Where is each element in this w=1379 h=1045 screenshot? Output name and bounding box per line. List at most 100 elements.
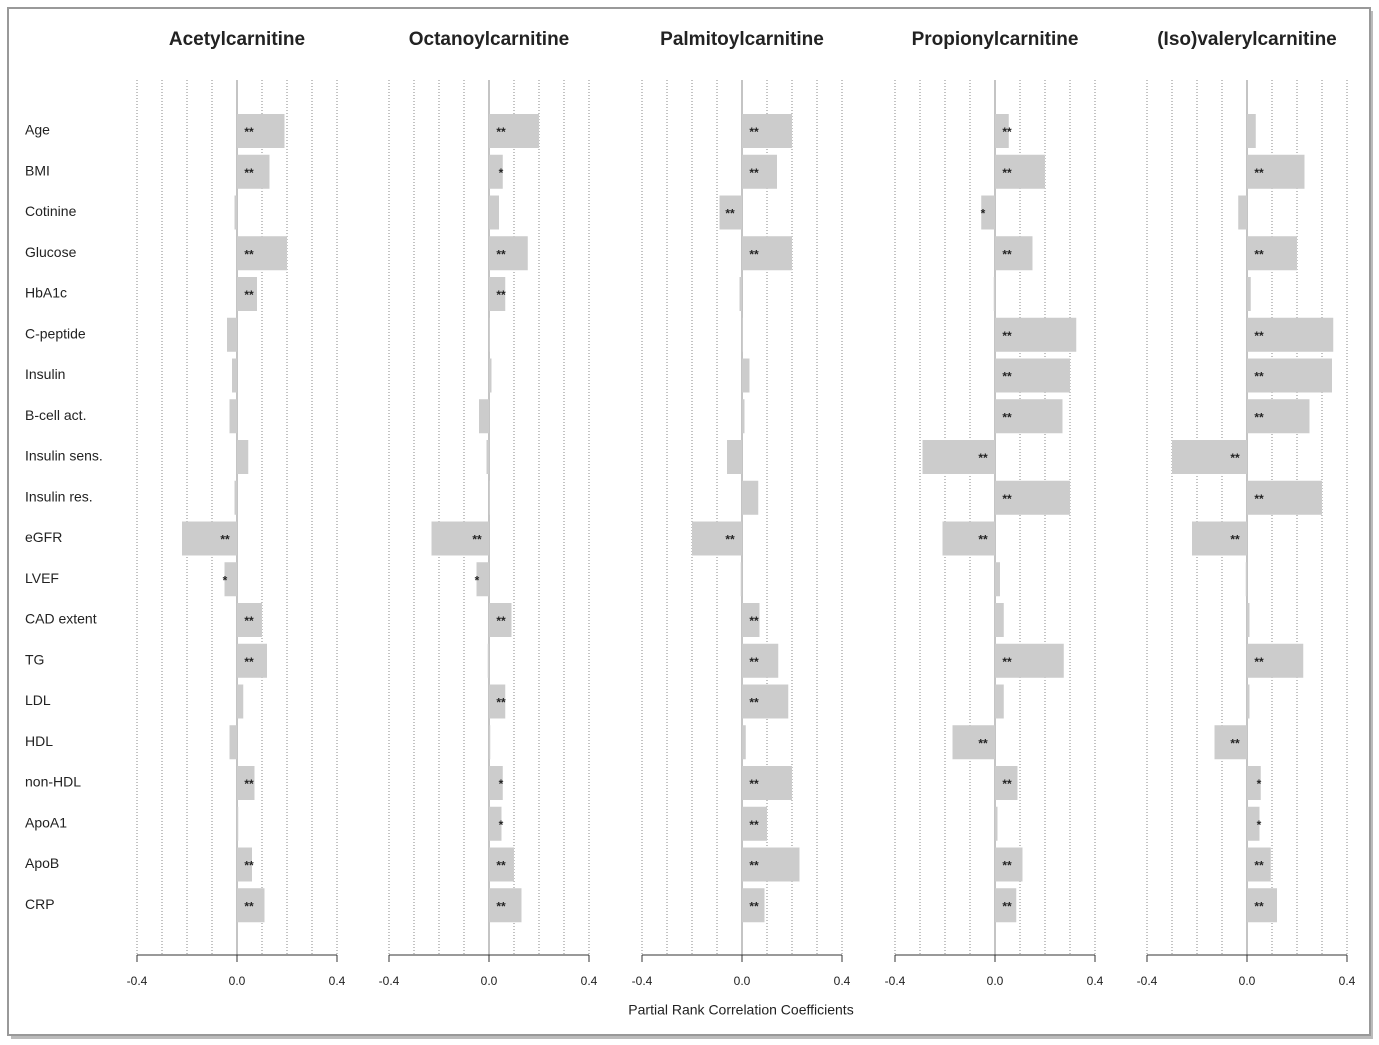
bar <box>1247 317 1334 352</box>
bar <box>237 440 249 474</box>
bar <box>489 358 492 393</box>
x-tick-label: -0.4 <box>379 974 400 988</box>
significance-label: ** <box>978 533 988 547</box>
bar <box>742 847 800 882</box>
bar <box>995 766 1018 800</box>
significance-label: ** <box>472 533 482 547</box>
x-tick-label: 0.4 <box>329 974 346 988</box>
x-tick-label: 0.0 <box>229 974 246 988</box>
bar <box>742 358 750 393</box>
panel-title: Palmitoylcarnitine <box>660 29 824 50</box>
significance-label: ** <box>749 777 759 791</box>
bar <box>742 236 792 271</box>
bar <box>489 847 514 882</box>
panel-title: Octanoylcarnitine <box>409 29 570 50</box>
bar <box>431 521 489 556</box>
bar <box>995 847 1023 882</box>
significance-label: ** <box>244 125 254 139</box>
panel-title: Propionylcarnitine <box>912 29 1079 50</box>
bar <box>1247 847 1271 882</box>
x-tick-label: -0.4 <box>1137 974 1158 988</box>
bar <box>237 236 287 271</box>
significance-label: ** <box>749 818 759 832</box>
bar <box>489 806 502 841</box>
bar <box>237 643 267 678</box>
significance-label: ** <box>496 614 506 628</box>
significance-label: ** <box>496 696 506 710</box>
x-tick-label: 0.0 <box>1239 974 1256 988</box>
bar <box>1247 684 1250 719</box>
bar <box>1247 114 1256 148</box>
bar <box>476 562 489 597</box>
bar <box>1247 480 1322 515</box>
bar <box>479 399 489 434</box>
significance-label: ** <box>1254 166 1264 180</box>
significance-label: * <box>223 573 228 587</box>
bar <box>942 521 995 556</box>
bar <box>719 195 742 230</box>
bar <box>995 399 1063 434</box>
bar <box>489 277 506 311</box>
bar <box>742 643 779 678</box>
significance-label: ** <box>244 288 254 302</box>
bar <box>1247 236 1297 271</box>
bar <box>487 643 489 678</box>
significance-label: ** <box>749 166 759 180</box>
bar <box>224 562 237 597</box>
bar <box>727 440 742 474</box>
bar <box>995 643 1064 678</box>
bar <box>993 277 995 311</box>
x-tick-label: -0.4 <box>127 974 148 988</box>
significance-label: * <box>981 207 986 221</box>
row-label: C-peptide <box>25 325 86 341</box>
bar <box>486 440 489 474</box>
x-axis-label: Partial Rank Correlation Coefficients <box>628 1002 853 1018</box>
bar <box>1245 562 1247 597</box>
row-label: Insulin <box>25 366 65 382</box>
significance-label: ** <box>1002 410 1012 424</box>
significance-label: * <box>499 777 504 791</box>
bar <box>1192 521 1247 556</box>
bar <box>182 521 237 556</box>
significance-label: ** <box>1002 492 1012 506</box>
significance-label: ** <box>1254 655 1264 669</box>
row-label: Age <box>25 122 50 138</box>
bar <box>1247 766 1261 800</box>
bar <box>1247 154 1305 189</box>
significance-label: ** <box>1254 410 1264 424</box>
bar <box>489 603 512 637</box>
significance-label: ** <box>1002 899 1012 913</box>
bar <box>742 154 777 189</box>
significance-label: ** <box>749 125 759 139</box>
significance-label: ** <box>1254 899 1264 913</box>
significance-label: ** <box>244 166 254 180</box>
bar <box>995 154 1045 189</box>
significance-label: ** <box>725 207 735 221</box>
bar <box>489 480 490 515</box>
significance-label: ** <box>496 247 506 261</box>
row-label: LVEF <box>25 570 59 586</box>
bar <box>952 725 995 760</box>
significance-label: ** <box>978 736 988 750</box>
significance-label: ** <box>1254 247 1264 261</box>
significance-label: ** <box>1254 859 1264 873</box>
bar <box>1172 440 1247 474</box>
row-label: Insulin res. <box>25 488 93 504</box>
bar <box>229 399 237 434</box>
row-label: CRP <box>25 896 55 912</box>
bar <box>1247 806 1260 841</box>
bar <box>1238 195 1247 230</box>
significance-label: ** <box>496 288 506 302</box>
significance-label: ** <box>725 533 735 547</box>
significance-label: * <box>475 573 480 587</box>
significance-label: ** <box>1230 533 1240 547</box>
bar <box>237 114 285 148</box>
significance-label: ** <box>244 614 254 628</box>
bar <box>995 603 1004 637</box>
significance-label: ** <box>244 859 254 873</box>
bar <box>995 317 1077 352</box>
significance-label: ** <box>749 696 759 710</box>
significance-label: ** <box>244 247 254 261</box>
bar <box>742 114 792 148</box>
